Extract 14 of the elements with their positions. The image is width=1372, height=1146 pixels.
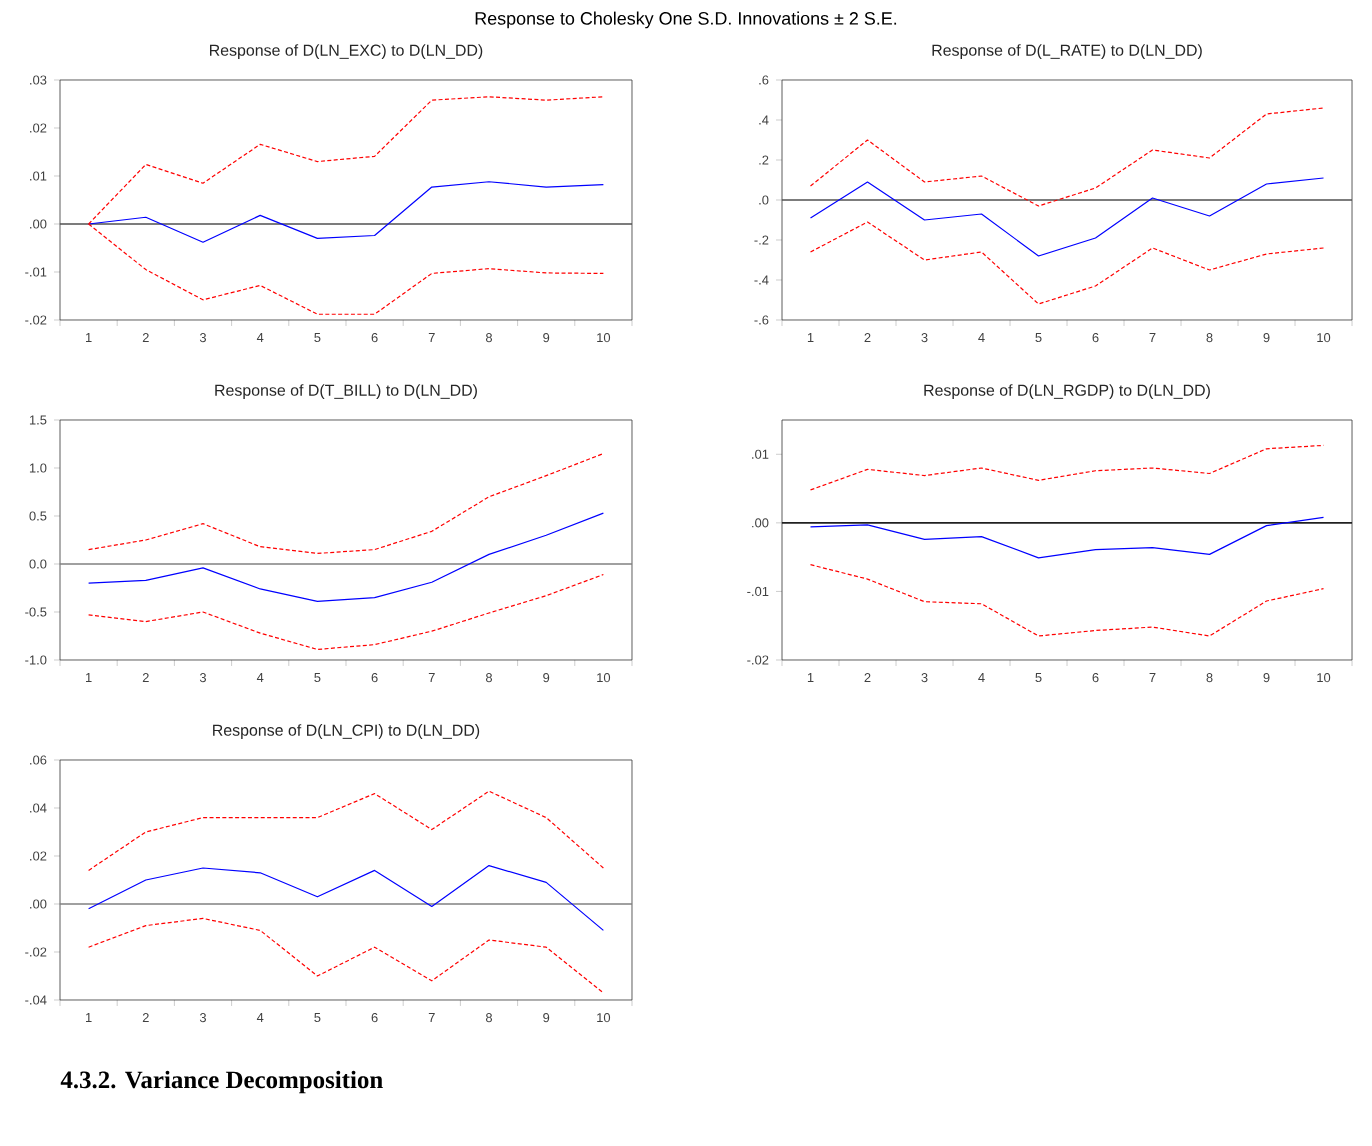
line-series <box>809 221 1325 305</box>
text: Response to Cholesky One S.D. Innovations ± 2 S.E. <box>475 11 897 29</box>
line-series <box>809 444 1325 491</box>
line-series <box>88 512 604 603</box>
line-series <box>88 573 604 651</box>
text: 4.3.2. Variance Decomposition <box>60 1070 383 1094</box>
line-series <box>88 452 604 555</box>
line-series <box>809 516 1325 559</box>
line-series <box>809 107 1325 207</box>
line-series <box>88 917 604 994</box>
line-series <box>88 864 604 931</box>
line-series <box>809 564 1325 637</box>
line-series <box>88 181 604 243</box>
line-series <box>809 177 1325 257</box>
